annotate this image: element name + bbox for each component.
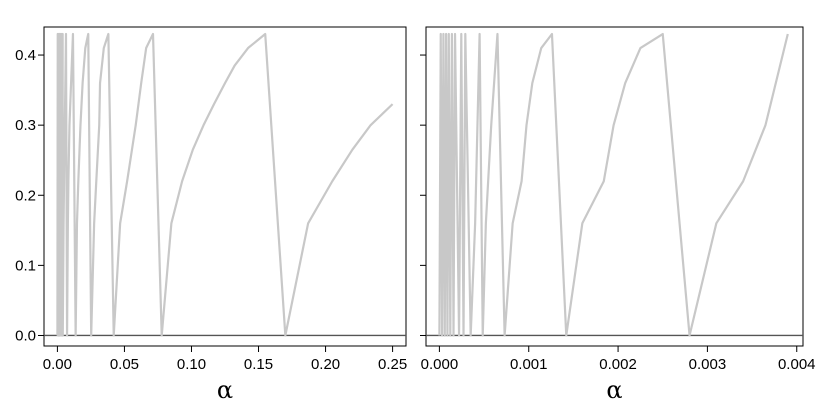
y-tick-label: 0.0 <box>15 327 36 344</box>
x-tick-label: 0.25 <box>378 356 407 373</box>
x-tick-label: 0.15 <box>244 356 273 373</box>
y-tick-label: 0.1 <box>15 257 36 274</box>
plot-frame <box>43 26 407 347</box>
x-tick-label: 0.05 <box>110 356 139 373</box>
series-line <box>438 32 789 337</box>
right-plot-panel: 0.000 0.001 0.002 0.003 0.004 α <box>420 26 816 402</box>
x-tick-label: 0.00 <box>43 356 72 373</box>
y-tick-label: 0.4 <box>15 47 36 64</box>
y-tick-label: 0.3 <box>15 117 36 134</box>
x-tick-label: 0.002 <box>599 356 637 373</box>
series-line <box>56 32 394 337</box>
x-axis-title: α <box>606 376 622 402</box>
x-tick-label: 0.004 <box>778 356 816 373</box>
x-tick-label: 0.10 <box>177 356 206 373</box>
plot-frame <box>425 26 804 347</box>
x-tick-label: 0.20 <box>311 356 340 373</box>
x-axis-title: α <box>217 376 233 402</box>
x-tick-label: 0.000 <box>421 356 459 373</box>
y-tick-label: 0.2 <box>15 187 36 204</box>
x-tick-label: 0.001 <box>510 356 548 373</box>
x-tick-label: 0.003 <box>689 356 727 373</box>
left-plot-panel: 0.0 0.1 0.2 0.3 0.4 0.00 0.05 0.10 0.15 0.20 0.25 α <box>15 26 407 402</box>
